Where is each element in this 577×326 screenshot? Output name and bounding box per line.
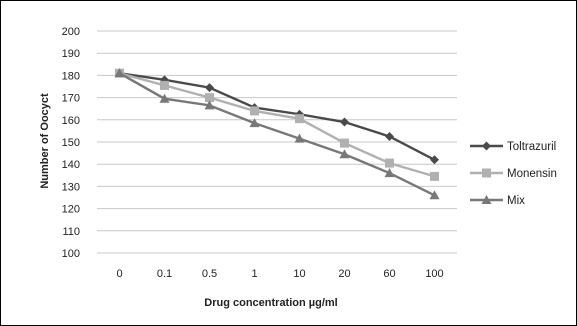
data-point [204, 100, 215, 110]
x-tick-label: 1 [251, 268, 257, 280]
legend-label: Monensin [507, 168, 557, 180]
x-tick-label: 100 [425, 268, 443, 280]
y-axis-label: Number of Oocyct [39, 93, 51, 189]
legend-item: Toltrazuril [470, 141, 556, 153]
series-line [118, 72, 436, 197]
legend: Toltrazuril Monensin Mix [470, 141, 557, 207]
x-tick-label: 10 [293, 268, 305, 280]
legend-label: Mix [507, 195, 525, 207]
data-point [159, 93, 170, 103]
legend-item: Mix [470, 195, 525, 207]
gridlines [97, 30, 457, 254]
x-axis-label: Drug concentration µg/ml [204, 297, 337, 309]
data-point [384, 168, 395, 178]
data-point [160, 80, 169, 90]
y-tick-label: 100 [62, 248, 80, 260]
y-tick-label: 170 [62, 93, 80, 105]
y-tick-label: 120 [62, 204, 80, 216]
x-tick-label: 60 [383, 268, 395, 280]
data-point [429, 190, 440, 200]
x-axis-ticks: 0 0.1 0.5 1 10 20 60 100 [116, 268, 443, 280]
legend-marker [481, 195, 492, 204]
data-point [249, 118, 260, 128]
data-point [205, 93, 214, 103]
y-tick-label: 190 [62, 48, 80, 60]
y-tick-label: 150 [62, 137, 80, 149]
series-line [119, 72, 435, 178]
x-tick-label: 0.5 [202, 268, 217, 280]
data-point [250, 106, 259, 116]
data-point [205, 83, 214, 93]
data-point [294, 133, 305, 143]
x-tick-label: 0.1 [157, 268, 172, 280]
series-mix [114, 68, 440, 200]
data-point [385, 158, 394, 168]
y-tick-label: 130 [62, 181, 80, 193]
x-tick-label: 20 [338, 268, 350, 280]
data-point [430, 171, 439, 181]
y-tick-label: 160 [62, 115, 80, 127]
y-tick-label: 110 [62, 226, 80, 238]
y-axis-ticks: 100 110 120 130 140 150 160 170 180 190 200 [62, 26, 80, 260]
legend-label: Toltrazuril [507, 141, 556, 153]
data-point [114, 68, 125, 78]
series-layer [114, 68, 440, 200]
legend-item: Monensin [470, 168, 557, 180]
data-point [295, 114, 304, 124]
data-point [339, 149, 350, 159]
y-tick-label: 200 [62, 26, 80, 38]
y-tick-label: 180 [62, 70, 80, 82]
data-point [340, 117, 349, 127]
data-point [385, 131, 394, 141]
series-line [119, 71, 436, 161]
legend-marker [482, 168, 491, 178]
y-tick-label: 140 [62, 159, 80, 171]
x-tick-label: 0 [116, 268, 122, 280]
data-point [430, 155, 439, 165]
data-point [340, 138, 349, 148]
legend-marker [482, 141, 491, 151]
